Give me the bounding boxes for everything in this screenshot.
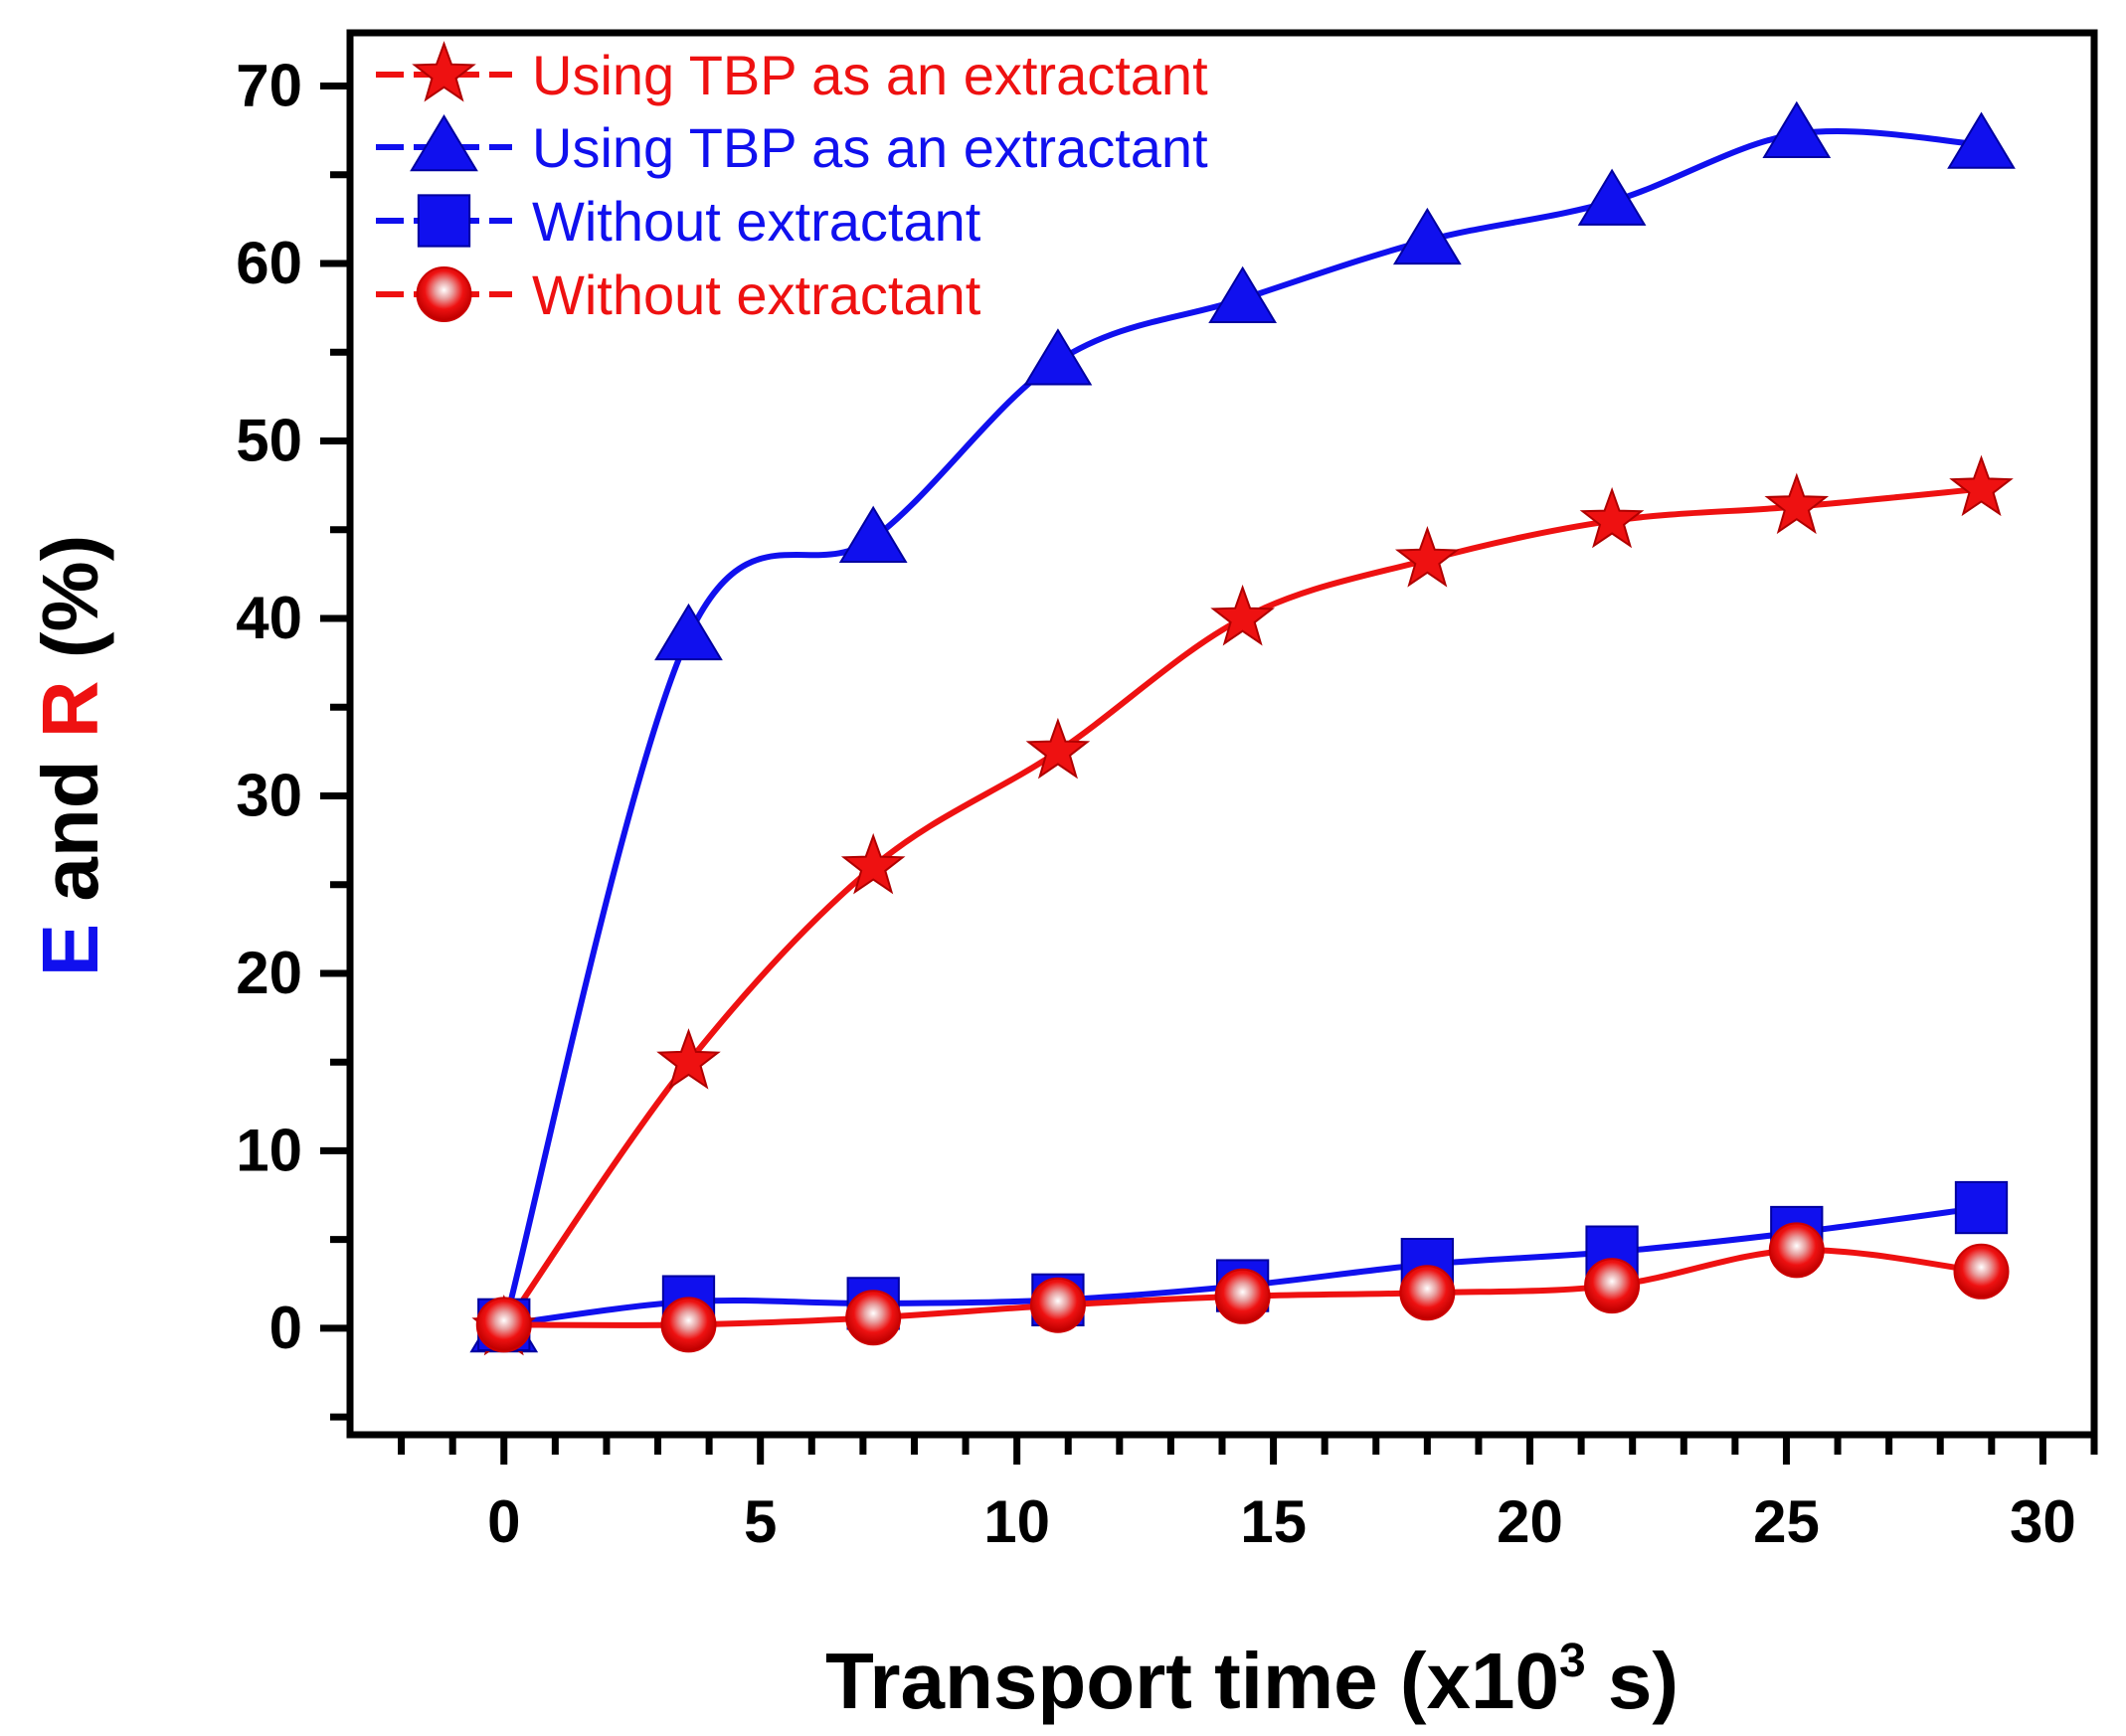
data-point-triangle — [1023, 328, 1093, 386]
data-point-triangle — [1762, 100, 1832, 159]
x-tick-label: 10 — [983, 1488, 1050, 1555]
data-point-circle — [1768, 1222, 1825, 1279]
x-tick-label: 30 — [2010, 1488, 2076, 1555]
y-tick-label: 20 — [236, 940, 302, 1006]
data-point-circle — [845, 1290, 902, 1346]
data-point-circle — [1399, 1265, 1456, 1321]
data-point-triangle — [838, 505, 908, 563]
series-markers-circle — [475, 1222, 2010, 1353]
data-point-square — [1954, 1180, 2009, 1235]
data-point-circle — [1029, 1277, 1086, 1333]
data-point-star — [1210, 584, 1276, 646]
y-tick-label: 0 — [269, 1295, 302, 1361]
data-point-circle — [475, 1297, 532, 1353]
data-point-star — [1394, 526, 1460, 588]
data-point-star — [1025, 717, 1091, 780]
legend-item: Using TBP as an extractant — [376, 114, 1208, 179]
y-tick-label: 70 — [236, 53, 302, 119]
legend-label: Using TBP as an extractant — [532, 44, 1208, 106]
x-tick-label: 15 — [1240, 1488, 1307, 1555]
x-tick-label: 0 — [487, 1488, 520, 1555]
legend-label: Without extractant — [532, 190, 981, 253]
legend-marker-circle — [416, 266, 472, 322]
legend-item: Without extractant — [376, 190, 981, 253]
x-tick-label: 25 — [1753, 1488, 1820, 1555]
legend-label: Without extractant — [532, 263, 981, 326]
series-line-star — [501, 485, 1982, 1330]
legend-marker-star — [412, 41, 476, 102]
data-point-circle — [660, 1297, 717, 1353]
legend-label: Using TBP as an extractant — [532, 116, 1208, 179]
x-tick-label: 5 — [744, 1488, 777, 1555]
series-line-triangle — [500, 128, 1982, 1329]
y-tick-label: 30 — [236, 762, 302, 828]
y-tick-label: 10 — [236, 1117, 302, 1183]
data-point-star — [1949, 454, 2014, 517]
data-point-triangle — [1208, 265, 1278, 324]
data-point-star — [1579, 486, 1645, 549]
y-axis-label: E and R (%) — [26, 535, 114, 976]
legend-item: Without extractant — [376, 263, 981, 326]
data-point-circle — [1953, 1243, 2010, 1300]
data-point-triangle — [1947, 111, 2016, 169]
y-tick-label: 60 — [236, 230, 302, 296]
data-point-circle — [1214, 1268, 1271, 1324]
legend-marker-triangle — [410, 114, 478, 172]
y-tick-label: 40 — [236, 585, 302, 651]
data-point-triangle — [1577, 168, 1647, 226]
data-point-circle — [1584, 1258, 1641, 1314]
legend-item: Using TBP as an extractant — [376, 41, 1208, 106]
x-axis-label: Transport time (x103 s) — [825, 1635, 1679, 1725]
legend-marker-square — [417, 194, 471, 248]
data-point-star — [840, 832, 906, 895]
y-tick-label: 50 — [236, 408, 302, 474]
data-point-triangle — [1392, 207, 1462, 265]
data-point-star — [656, 1028, 721, 1090]
x-tick-label: 20 — [1497, 1488, 1563, 1555]
data-point-triangle — [654, 603, 723, 661]
data-point-star — [1764, 472, 1830, 535]
